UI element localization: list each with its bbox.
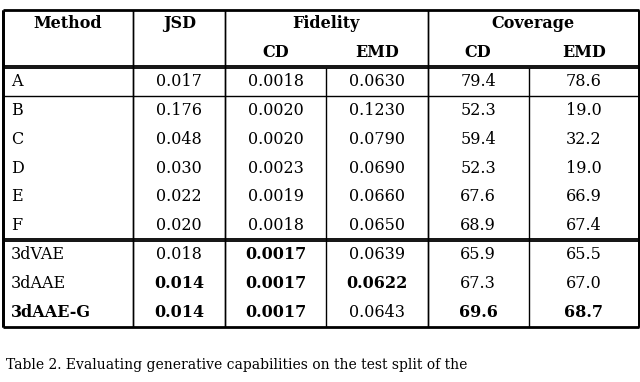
- Text: 0.0017: 0.0017: [245, 246, 307, 263]
- Text: 0.020: 0.020: [156, 217, 202, 234]
- Text: 0.0630: 0.0630: [349, 73, 405, 90]
- Text: CD: CD: [465, 44, 492, 61]
- Text: 0.0622: 0.0622: [346, 275, 408, 292]
- Text: 0.018: 0.018: [156, 246, 202, 263]
- Text: 0.0650: 0.0650: [349, 217, 405, 234]
- Text: 67.0: 67.0: [566, 275, 602, 292]
- Text: 68.9: 68.9: [460, 217, 496, 234]
- Text: 67.6: 67.6: [460, 188, 496, 206]
- Text: 69.6: 69.6: [459, 304, 497, 321]
- Text: Fidelity: Fidelity: [292, 15, 360, 32]
- Text: 0.1230: 0.1230: [349, 102, 405, 119]
- Text: 78.6: 78.6: [566, 73, 602, 90]
- Text: 3dAAE: 3dAAE: [11, 275, 66, 292]
- Text: EMD: EMD: [355, 44, 399, 61]
- Text: 3dVAE: 3dVAE: [11, 246, 65, 263]
- Text: 0.0020: 0.0020: [248, 131, 304, 148]
- Text: 0.048: 0.048: [156, 131, 202, 148]
- Text: 0.0017: 0.0017: [245, 304, 307, 321]
- Text: EMD: EMD: [562, 44, 605, 61]
- Text: B: B: [11, 102, 22, 119]
- Text: Coverage: Coverage: [492, 15, 575, 32]
- Text: 59.4: 59.4: [460, 131, 496, 148]
- Text: 0.0017: 0.0017: [245, 275, 307, 292]
- Text: D: D: [11, 160, 24, 176]
- Text: JSD: JSD: [163, 15, 196, 32]
- Text: 79.4: 79.4: [460, 73, 496, 90]
- Text: 19.0: 19.0: [566, 102, 602, 119]
- Text: 67.4: 67.4: [566, 217, 602, 234]
- Text: 0.014: 0.014: [154, 275, 204, 292]
- Text: 0.017: 0.017: [156, 73, 202, 90]
- Text: 0.014: 0.014: [154, 304, 204, 321]
- Text: 0.0639: 0.0639: [349, 246, 405, 263]
- Text: 0.0643: 0.0643: [349, 304, 405, 321]
- Text: 32.2: 32.2: [566, 131, 602, 148]
- Text: 0.030: 0.030: [156, 160, 202, 176]
- Text: 67.3: 67.3: [460, 275, 496, 292]
- Text: 66.9: 66.9: [566, 188, 602, 206]
- Text: 0.0660: 0.0660: [349, 188, 405, 206]
- Text: 0.0019: 0.0019: [248, 188, 304, 206]
- Text: 0.0020: 0.0020: [248, 102, 304, 119]
- Text: F: F: [11, 217, 22, 234]
- Text: C: C: [11, 131, 23, 148]
- Text: 65.9: 65.9: [460, 246, 496, 263]
- Text: CD: CD: [262, 44, 289, 61]
- Text: 0.0018: 0.0018: [248, 217, 304, 234]
- Text: 52.3: 52.3: [460, 102, 496, 119]
- Text: Table 2. Evaluating generative capabilities on the test split of the: Table 2. Evaluating generative capabilit…: [6, 358, 468, 372]
- Text: Method: Method: [34, 15, 102, 32]
- Text: 0.0690: 0.0690: [349, 160, 405, 176]
- Text: A: A: [11, 73, 22, 90]
- Text: 65.5: 65.5: [566, 246, 602, 263]
- Text: 19.0: 19.0: [566, 160, 602, 176]
- Text: 0.0018: 0.0018: [248, 73, 304, 90]
- Text: 0.022: 0.022: [156, 188, 202, 206]
- Text: 3dAAE-G: 3dAAE-G: [11, 304, 91, 321]
- Text: 52.3: 52.3: [460, 160, 496, 176]
- Text: E: E: [11, 188, 22, 206]
- Text: 0.0790: 0.0790: [349, 131, 405, 148]
- Text: 0.0023: 0.0023: [248, 160, 304, 176]
- Text: 68.7: 68.7: [564, 304, 603, 321]
- Text: 0.176: 0.176: [156, 102, 202, 119]
